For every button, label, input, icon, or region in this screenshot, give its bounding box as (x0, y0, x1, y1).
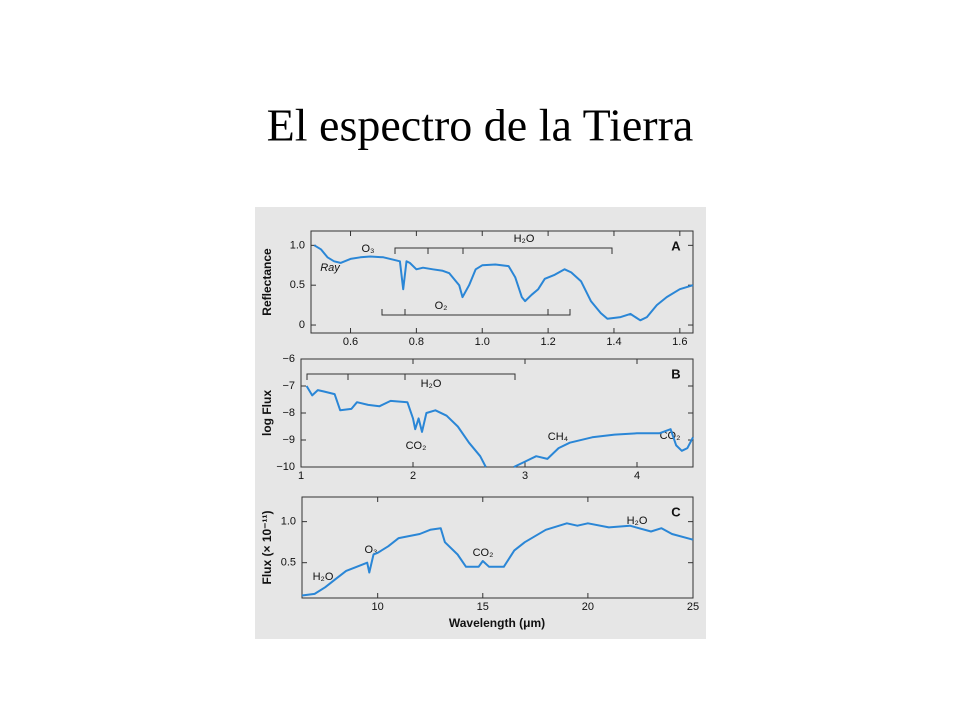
slide-title: El espectro de la Tierra (267, 100, 694, 151)
x-axis-label: Wavelength (μm) (449, 616, 545, 630)
annotation: CO₂ (473, 547, 494, 559)
annotation: H₂O (313, 571, 334, 583)
x-tick-label: 1.6 (672, 336, 687, 348)
y-tick-label: −9 (282, 434, 295, 446)
annotation: CO₂ (660, 430, 681, 442)
x-tick-label: 25 (687, 601, 699, 613)
x-tick-label: 4 (634, 470, 640, 482)
h2o-bracket (306, 373, 516, 380)
annotation: H₂O (627, 515, 648, 527)
annotation: CO₂ (406, 440, 427, 452)
x-tick-label: 0.6 (343, 336, 358, 348)
panel-label: B (671, 366, 680, 381)
y-tick-label: 0 (299, 319, 305, 331)
annotation: O₃ (364, 544, 377, 556)
x-tick-label: 0.8 (409, 336, 424, 348)
y-axis-label: Reflectance (260, 248, 274, 316)
h2o-bracket (394, 247, 613, 254)
annotation: H₂O (421, 378, 442, 390)
x-tick-label: 3 (522, 470, 528, 482)
annotation: O₂ (435, 300, 448, 312)
y-tick-label: −8 (282, 407, 295, 419)
y-axis-label: log Flux (260, 390, 274, 436)
y-tick-label: −10 (276, 461, 295, 473)
plot-area (301, 496, 694, 599)
y-tick-label: 1.0 (281, 516, 296, 528)
spectrum-line (301, 522, 694, 597)
spectrum-line (305, 385, 694, 468)
x-tick-label: 1.2 (540, 336, 555, 348)
figure-background (255, 207, 706, 639)
annotation: H₂O (514, 233, 535, 245)
panel-label: A (671, 238, 681, 253)
x-tick-label: 10 (372, 601, 384, 613)
x-tick-label: 2 (410, 470, 416, 482)
y-axis-label: Flux (× 10⁻¹¹) (260, 510, 274, 584)
y-tick-label: 0.5 (281, 557, 296, 569)
x-tick-label: 1.4 (606, 336, 621, 348)
x-tick-label: 1.0 (475, 336, 490, 348)
annotation: Ray (320, 262, 341, 274)
annotation: CH₄ (548, 431, 569, 443)
o2-bracket (381, 309, 571, 316)
y-tick-label: −7 (282, 380, 295, 392)
y-tick-label: −6 (282, 353, 295, 365)
panel-label: C (671, 504, 681, 519)
plot-area (310, 230, 694, 334)
spectrum-line (313, 244, 694, 322)
annotation: O₃ (361, 243, 374, 255)
y-tick-label: 0.5 (290, 279, 305, 291)
x-tick-label: 15 (477, 601, 489, 613)
y-tick-label: 1.0 (290, 239, 305, 251)
x-tick-label: 20 (582, 601, 594, 613)
x-tick-label: 1 (298, 470, 304, 482)
